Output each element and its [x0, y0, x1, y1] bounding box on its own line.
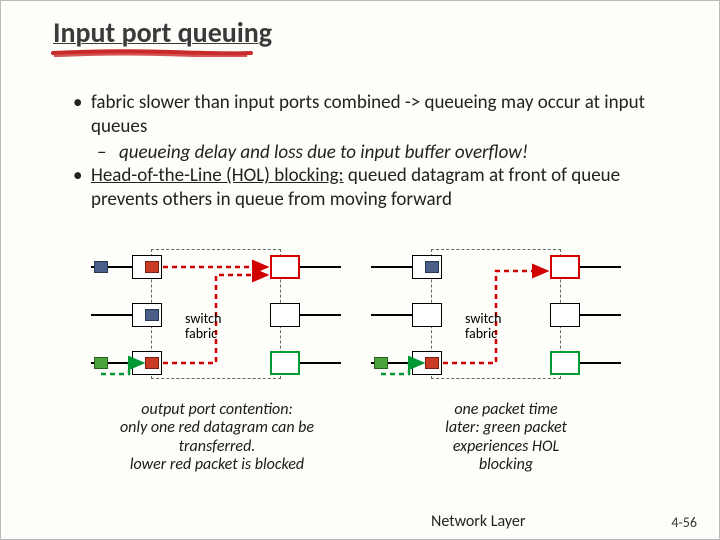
footer-layer: Network Layer [431, 512, 525, 531]
fabric-label-left: switchfabric [185, 311, 221, 342]
diagram-left: switchfabric [91, 249, 361, 399]
bullet-1-text: fabric slower than input ports combined … [91, 91, 645, 138]
bullet-box: fabric slower than input ports combined … [59, 85, 669, 224]
hol-term: Head-of-the-Line (HOL) blocking: [91, 164, 344, 187]
bullet-2: Head-of-the-Line (HOL) blocking: queued … [67, 164, 661, 212]
bullet-1-sub: queueing delay and loss due to input buf… [67, 141, 661, 165]
bullet-1: fabric slower than input ports combined … [67, 91, 661, 139]
caption-left: output port contention:only one red data… [87, 401, 347, 475]
footer-page: 4-56 [671, 514, 697, 531]
fabric-label-right: switchfabric [465, 311, 501, 342]
diagram-right: switchfabric [371, 249, 641, 399]
title-underline [51, 49, 255, 57]
slide-title: Input port queuing [53, 15, 272, 50]
bullet-1-sub-text: queueing delay and loss due to input buf… [119, 141, 528, 164]
caption-right: one packet timelater: green packetexperi… [396, 401, 616, 475]
